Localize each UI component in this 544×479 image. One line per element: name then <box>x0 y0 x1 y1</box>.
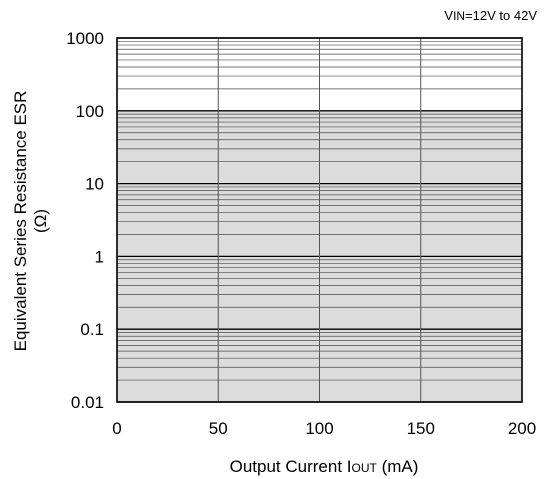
condition-label: VIN=12V to 42V <box>444 8 537 23</box>
x-tick-label: 100 <box>305 419 333 438</box>
y-tick-label: 1000 <box>66 29 104 48</box>
x-tick-label: 50 <box>209 419 228 438</box>
x-tick-label: 0 <box>112 419 121 438</box>
x-axis-title: Output Current IOUT (mA) <box>230 457 419 476</box>
svg-text:Equivalent Series Resistance E: Equivalent Series Resistance ESR <box>11 91 30 352</box>
y-tick-label: 0.1 <box>80 320 104 339</box>
y-tick-label: 0.01 <box>71 393 104 412</box>
svg-text:(Ω): (Ω) <box>31 209 50 233</box>
x-tick-label: 150 <box>407 419 435 438</box>
y-axis-title: Equivalent Series Resistance ESR (Ω) <box>11 91 50 352</box>
x-tick-label: 200 <box>508 419 536 438</box>
y-tick-label: 10 <box>85 175 104 194</box>
y-tick-label: 1 <box>95 247 104 266</box>
plot-frame <box>116 37 523 403</box>
y-tick-label: 100 <box>76 102 104 121</box>
